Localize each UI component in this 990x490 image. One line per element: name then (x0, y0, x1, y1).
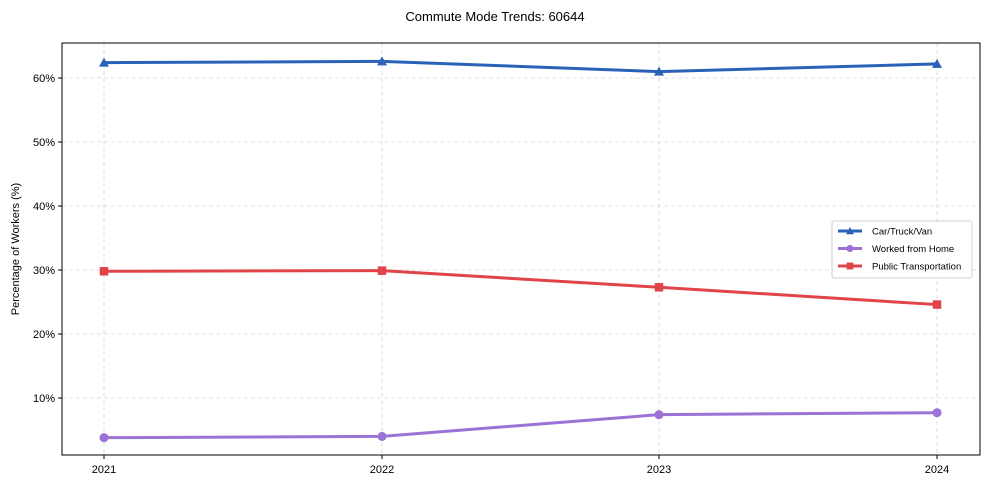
triangle-marker (932, 58, 942, 68)
square-marker (99, 267, 109, 276)
data-series (99, 56, 942, 443)
legend-label: Public Transportation (872, 262, 961, 273)
legend-item: Worked from Home (838, 244, 954, 255)
triangle-marker (654, 66, 664, 76)
series-worked-from-home (99, 408, 942, 443)
y-tick-label: 10% (33, 393, 55, 405)
triangle-marker (846, 227, 854, 235)
series-line (103, 411, 938, 440)
legend-item: Car/Truck/Van (838, 227, 932, 238)
circle-marker (654, 410, 664, 420)
legend-box (831, 220, 973, 279)
y-tick-label: 20% (33, 329, 55, 341)
series-public-transportation (99, 266, 942, 309)
series-line (103, 59, 938, 74)
triangle-marker (99, 57, 109, 67)
square-marker (932, 300, 942, 309)
circle-marker (99, 433, 109, 443)
x-tick-label: 2021 (92, 464, 116, 476)
square-marker (846, 262, 854, 270)
y-tick-label: 40% (33, 201, 55, 213)
x-tick-label: 2023 (647, 464, 671, 476)
circle-marker (846, 244, 854, 253)
square-marker (377, 266, 387, 275)
series-car-truck-van (99, 56, 942, 76)
circle-marker (377, 431, 387, 441)
y-axis-label: Percentage of Workers (%) (10, 183, 22, 315)
plot-area-frame (61, 42, 981, 456)
legend: Car/Truck/Van Worked from Home Public Tran… (831, 220, 973, 279)
chart-title: Commute Mode Trends: 60644 (405, 9, 584, 24)
square-marker (654, 283, 664, 292)
triangle-marker (377, 56, 387, 66)
series-line (103, 269, 938, 307)
y-tick-label: 50% (33, 137, 55, 149)
x-tick-label: 2022 (370, 464, 394, 476)
y-axis-ticks: 10% 20% 30% 40% 50% 60% (33, 73, 62, 405)
x-axis-ticks: 2021 2022 2023 2024 (92, 455, 949, 476)
legend-item: Public Transportation (838, 262, 961, 273)
y-tick-label: 30% (33, 265, 55, 277)
legend-label: Car/Truck/Van (872, 227, 932, 238)
x-tick-label: 2024 (925, 464, 949, 476)
legend-label: Worked from Home (872, 244, 954, 255)
y-tick-label: 60% (33, 73, 55, 85)
circle-marker (932, 408, 942, 418)
